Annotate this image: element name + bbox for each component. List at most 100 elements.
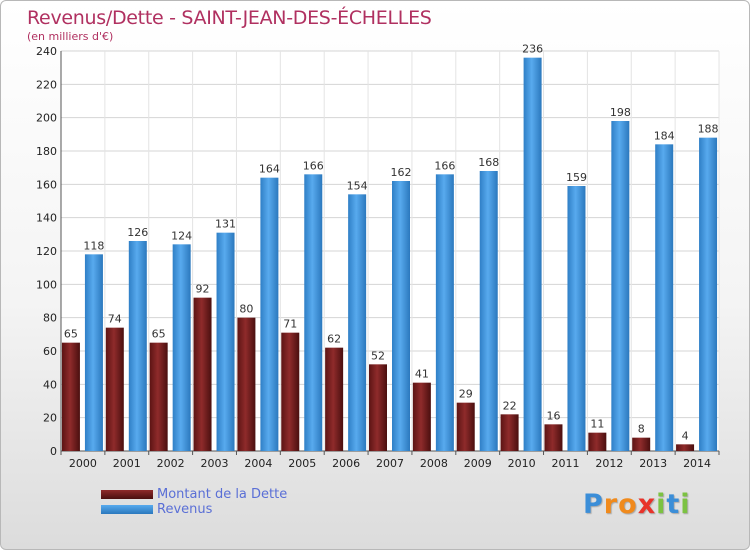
- bar-dette: [369, 364, 387, 451]
- bar-dette: [193, 297, 212, 451]
- x-tick-label: 2007: [376, 457, 404, 470]
- value-label-revenus: 166: [434, 159, 455, 172]
- value-label-revenus: 164: [259, 163, 280, 176]
- y-tick-label: 80: [43, 312, 57, 325]
- value-label-dette: 41: [415, 368, 429, 381]
- bar-revenus: [84, 254, 103, 451]
- bar-dette: [61, 342, 80, 451]
- logo-letter: i: [680, 489, 691, 520]
- legend-label-revenus: Revenus: [157, 502, 213, 517]
- bar-revenus: [392, 181, 410, 451]
- y-tick-label: 100: [36, 278, 57, 291]
- bar-dette: [632, 437, 651, 451]
- grid: [60, 50, 720, 452]
- chart-subtitle: (en milliers d'€): [27, 30, 114, 43]
- value-label-dette: 62: [327, 333, 341, 346]
- y-tick-label: 20: [43, 412, 57, 425]
- bar-revenus: [348, 194, 367, 452]
- bar-revenus: [611, 121, 630, 451]
- x-tick-label: 2006: [332, 457, 360, 470]
- bar-revenus: [655, 144, 674, 452]
- bar-dette: [412, 382, 431, 451]
- x-tick-label: 2005: [288, 457, 316, 470]
- y-tick-label: 220: [36, 78, 57, 91]
- x-tick-label: 2000: [69, 457, 97, 470]
- value-label-dette: 74: [108, 313, 122, 326]
- x-tick-label: 2014: [683, 457, 711, 470]
- logo-letter: r: [603, 489, 619, 520]
- bar-revenus: [479, 171, 498, 451]
- logo-letter: i: [656, 489, 667, 520]
- x-tick-label: 2010: [508, 457, 536, 470]
- y-tick-label: 180: [36, 145, 57, 158]
- value-label-revenus: 154: [347, 179, 368, 192]
- value-label-revenus: 124: [171, 229, 192, 242]
- proxiti-logo: Proxiti: [583, 489, 691, 520]
- value-label-revenus: 118: [83, 239, 104, 252]
- bar-dette: [588, 432, 607, 451]
- legend-swatch-revenus: [101, 505, 153, 514]
- x-tick-label: 2009: [464, 457, 492, 470]
- x-tick-label: 2004: [244, 457, 272, 470]
- bar-dette: [281, 332, 300, 451]
- value-label-dette: 16: [546, 409, 560, 422]
- value-label-revenus: 162: [391, 166, 412, 179]
- bars: [61, 57, 718, 452]
- y-tick-label: 160: [36, 178, 57, 191]
- value-label-revenus: 126: [127, 226, 148, 239]
- value-label-dette: 29: [459, 388, 473, 401]
- bar-revenus: [699, 137, 718, 451]
- value-label-dette: 80: [239, 303, 253, 316]
- bar-revenus: [435, 174, 454, 452]
- y-tick-label: 60: [43, 345, 57, 358]
- value-label-revenus: 184: [654, 129, 675, 142]
- axes: 0 20 40 60 80 100 120 140 160 180 200 220 240 2000 200…: [36, 45, 720, 470]
- bar-revenus: [216, 232, 235, 451]
- bar-dette: [544, 424, 563, 451]
- value-label-revenus: 198: [610, 106, 631, 119]
- bar-revenus: [172, 244, 191, 451]
- x-tick-label: 2011: [551, 457, 579, 470]
- y-tick-label: 240: [36, 45, 57, 58]
- value-label-dette: 4: [682, 429, 689, 442]
- x-tick-label: 2003: [201, 457, 229, 470]
- logo-letter: P: [583, 489, 604, 520]
- value-label-dette: 71: [283, 318, 297, 331]
- bar-dette: [237, 317, 256, 451]
- bar-revenus: [304, 174, 323, 452]
- value-label-dette: 65: [152, 328, 166, 341]
- bar-dette: [325, 347, 344, 451]
- logo-letter: t: [666, 489, 681, 520]
- legend-label-dette: Montant de la Dette: [157, 487, 288, 502]
- value-label-revenus: 159: [566, 171, 587, 184]
- y-tick-label: 0: [50, 445, 57, 458]
- value-label-dette: 22: [503, 399, 517, 412]
- bar-dette: [676, 444, 695, 451]
- value-labels: 6511874126651249213180164711666215452162…: [64, 43, 719, 443]
- bar-revenus: [567, 186, 586, 451]
- logo-letter: o: [618, 489, 638, 520]
- y-tick-label: 40: [43, 378, 57, 391]
- value-label-revenus: 131: [215, 218, 236, 231]
- bar-dette: [500, 414, 519, 451]
- value-label-dette: 65: [64, 328, 78, 341]
- legend-swatch-dette: [101, 490, 153, 499]
- value-label-dette: 8: [638, 423, 645, 436]
- value-label-dette: 92: [196, 283, 210, 296]
- y-tick-label: 200: [36, 112, 57, 125]
- x-tick-label: 2001: [113, 457, 141, 470]
- chart-title: Revenus/Dette - SAINT-JEAN-DES-ÉCHELLES: [27, 7, 432, 29]
- x-tick-label: 2008: [420, 457, 448, 470]
- bar-dette: [149, 342, 168, 451]
- value-label-dette: 11: [590, 418, 604, 431]
- value-label-revenus: 188: [698, 123, 719, 136]
- x-tick-label: 2012: [595, 457, 623, 470]
- bar-revenus: [523, 57, 542, 452]
- bar-dette: [456, 402, 475, 451]
- x-tick-label: 2002: [157, 457, 185, 470]
- y-tick-label: 120: [36, 245, 57, 258]
- bar-dette: [105, 327, 124, 451]
- value-label-revenus: 166: [303, 159, 324, 172]
- bar-revenus: [260, 177, 279, 451]
